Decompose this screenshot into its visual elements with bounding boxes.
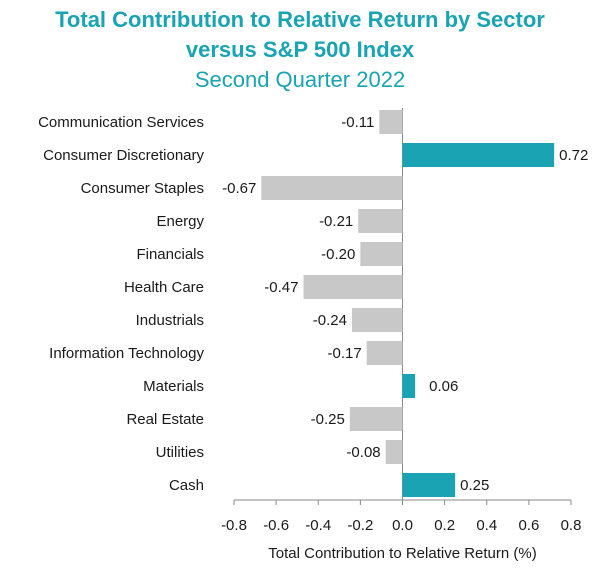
chart-subtitle: Second Quarter 2022 (194, 67, 406, 92)
bar (402, 143, 555, 167)
x-tick-label: 0.2 (434, 517, 455, 534)
bar (261, 176, 403, 200)
category-label: Utilities (156, 444, 204, 461)
category-label: Materials (143, 378, 204, 395)
x-tick-label: -0.6 (263, 517, 289, 534)
value-label: -0.08 (346, 444, 380, 461)
category-label: Consumer Discretionary (43, 147, 204, 164)
x-tick-label: 0.6 (518, 517, 539, 534)
value-label: -0.11 (341, 114, 374, 131)
bar (379, 110, 403, 134)
x-tick-label: 0.0 (392, 517, 413, 534)
value-label: -0.20 (321, 246, 355, 263)
value-label: -0.47 (264, 279, 298, 296)
category-label: Cash (169, 477, 204, 494)
bar (402, 473, 456, 497)
category-label: Financials (136, 246, 204, 263)
value-label: -0.25 (311, 411, 345, 428)
category-label: Consumer Staples (81, 180, 204, 197)
x-tick-label: -0.2 (347, 517, 373, 534)
value-label: -0.17 (327, 345, 361, 362)
value-label: 0.06 (429, 378, 458, 395)
category-label: Health Care (124, 279, 204, 296)
category-label: Communication Services (38, 114, 204, 131)
chart-title: Total Contribution to Relative Return by… (55, 7, 545, 32)
value-label: 0.25 (460, 477, 489, 494)
x-tick-label: 0.4 (476, 517, 497, 534)
bar (303, 275, 403, 299)
bar (366, 341, 403, 365)
bar (349, 407, 403, 431)
category-label: Energy (156, 213, 204, 230)
bar (360, 242, 403, 266)
value-label: -0.24 (313, 312, 347, 329)
bar (351, 308, 403, 332)
chart-title-line-2: versus S&P 500 Index (185, 37, 415, 62)
bar (385, 440, 403, 464)
category-label: Information Technology (49, 345, 204, 362)
category-label: Industrials (136, 312, 204, 329)
value-label: -0.67 (222, 180, 256, 197)
x-tick-label: -0.8 (221, 517, 247, 534)
category-label: Real Estate (126, 411, 204, 428)
x-tick-label: -0.4 (305, 517, 331, 534)
x-tick-label: 0.8 (561, 517, 582, 534)
value-label: 0.72 (559, 147, 588, 164)
bar (358, 209, 403, 233)
x-axis-label: Total Contribution to Relative Return (%… (268, 545, 536, 562)
bar (402, 374, 416, 398)
value-label: -0.21 (319, 213, 353, 230)
